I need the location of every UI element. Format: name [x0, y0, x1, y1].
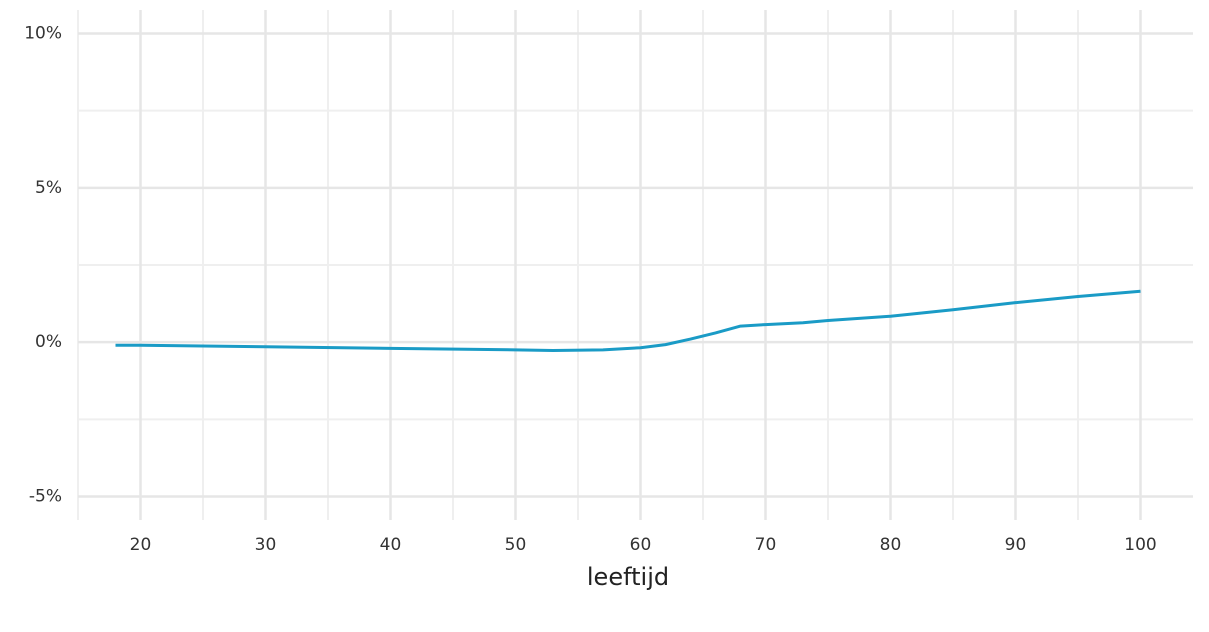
x-tick-label: 40	[380, 535, 402, 555]
x-axis-title: leeftijd	[587, 563, 669, 591]
x-tick-label: 20	[130, 535, 152, 555]
x-tick-label: 30	[255, 535, 277, 555]
x-tick-label: 80	[880, 535, 902, 555]
y-tick-label: -5%	[29, 486, 62, 506]
x-tick-label: 50	[505, 535, 527, 555]
x-tick-label: 100	[1124, 535, 1156, 555]
x-tick-label: 70	[755, 535, 777, 555]
y-tick-label: 5%	[35, 178, 62, 198]
line-series	[115, 289, 1141, 352]
y-tick-label: 0%	[35, 332, 62, 352]
x-tick-label: 60	[630, 535, 652, 555]
y-tick-label: 10%	[24, 24, 62, 44]
x-tick-label: 90	[1005, 535, 1027, 555]
